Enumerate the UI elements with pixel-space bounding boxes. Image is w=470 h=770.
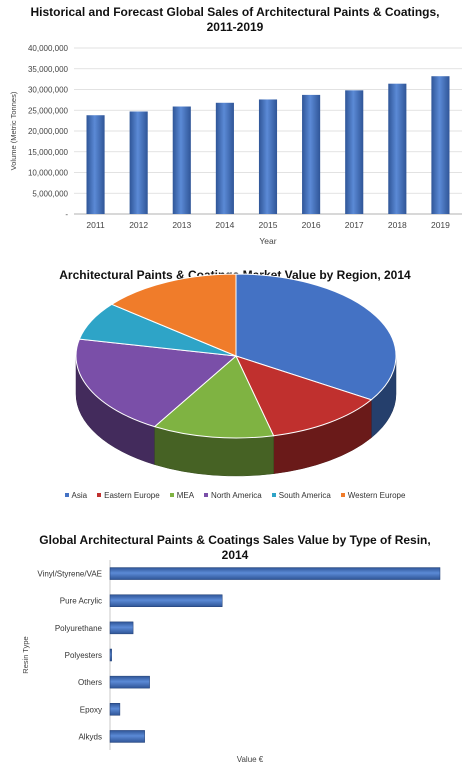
y-tick-label: Polyurethane — [55, 624, 103, 633]
x-tick-label: 2017 — [345, 220, 364, 230]
legend-label: MEA — [177, 491, 194, 500]
y-tick-label: Epoxy — [80, 705, 102, 714]
y-tick-label: 40,000,000 — [28, 44, 69, 53]
x-tick-label: 2014 — [215, 220, 234, 230]
legend-item: Asia — [65, 488, 88, 502]
bar-2018 — [388, 84, 406, 214]
y-tick-label: Polyesters — [65, 651, 102, 660]
legend-swatch — [272, 493, 276, 497]
x-tick-label: 2013 — [172, 220, 191, 230]
legend-label: Asia — [72, 491, 88, 500]
y-tick-label: 10,000,000 — [28, 169, 69, 178]
y-tick-label: 30,000,000 — [28, 86, 69, 95]
bar-vinyl-styrene-vae — [110, 568, 440, 580]
y-tick-label: Others — [78, 678, 102, 687]
y-tick-label: 15,000,000 — [28, 148, 69, 157]
legend-item: North America — [204, 488, 262, 502]
y-tick-label: 35,000,000 — [28, 65, 69, 74]
legend-item: Western Europe — [341, 488, 406, 502]
legend-swatch — [170, 493, 174, 497]
x-axis-title: Value € — [237, 755, 264, 764]
y-tick-label: Vinyl/Styrene/VAE — [37, 570, 102, 579]
y-tick-label: 5,000,000 — [32, 189, 68, 198]
x-axis-title: Year — [259, 236, 276, 246]
legend-swatch — [341, 493, 345, 497]
bar-2014 — [216, 103, 234, 214]
bar-2016 — [302, 95, 320, 214]
bar-alkyds — [110, 730, 145, 742]
legend-label: Western Europe — [348, 491, 406, 500]
chart1-plot: 40,000,000 35,000,000 30,000,000 25,000,000… — [0, 0, 470, 250]
bar-2017 — [345, 90, 363, 214]
resin-type-chart: Global Architectural Paints & Coatings S… — [0, 528, 470, 770]
chart3-plot: Vinyl/Styrene/VAE Pure Acrylic Polyurethan… — [0, 528, 470, 770]
y-axis-title: Resin Type — [21, 636, 30, 673]
bar-polyurethane — [110, 622, 133, 634]
bar-2015 — [259, 99, 277, 214]
legend-swatch — [204, 493, 208, 497]
bar-pure-acrylic — [110, 595, 222, 607]
legend-item: Eastern Europe — [97, 488, 160, 502]
legend-label: South America — [279, 491, 331, 500]
x-tick-label: 2019 — [431, 220, 450, 230]
x-tick-label: 2015 — [259, 220, 278, 230]
sales-volume-chart: Historical and Forecast Global Sales of … — [0, 0, 470, 250]
bar-others — [110, 676, 150, 688]
legend-swatch — [65, 493, 69, 497]
y-tick-label: Pure Acrylic — [60, 597, 102, 606]
bar-2012 — [130, 111, 148, 214]
chart2-legend: Asia Eastern Europe MEA North America South … — [0, 488, 470, 502]
legend-item: MEA — [170, 488, 194, 502]
bar-2013 — [173, 107, 191, 214]
bar-polyesters — [110, 649, 112, 661]
bar-epoxy — [110, 703, 120, 715]
legend-swatch — [97, 493, 101, 497]
legend-label: Eastern Europe — [104, 491, 160, 500]
y-axis-title: Volume (Metric Tonnes) — [9, 91, 18, 170]
chart2-plot — [0, 256, 470, 506]
y-tick-label: - — [65, 210, 68, 219]
legend-item: South America — [272, 488, 331, 502]
x-tick-label: 2018 — [388, 220, 407, 230]
bar-2019 — [431, 76, 449, 214]
region-pie-chart: Architectural Paints & Coatings Market V… — [0, 256, 470, 506]
x-tick-label: 2016 — [302, 220, 321, 230]
legend-label: North America — [211, 491, 262, 500]
y-tick-label: Alkyds — [78, 732, 102, 741]
y-tick-label: 25,000,000 — [28, 106, 69, 115]
bar-2011 — [87, 115, 105, 214]
x-tick-label: 2011 — [86, 220, 105, 230]
y-tick-label: 20,000,000 — [28, 127, 69, 136]
x-tick-label: 2012 — [129, 220, 148, 230]
